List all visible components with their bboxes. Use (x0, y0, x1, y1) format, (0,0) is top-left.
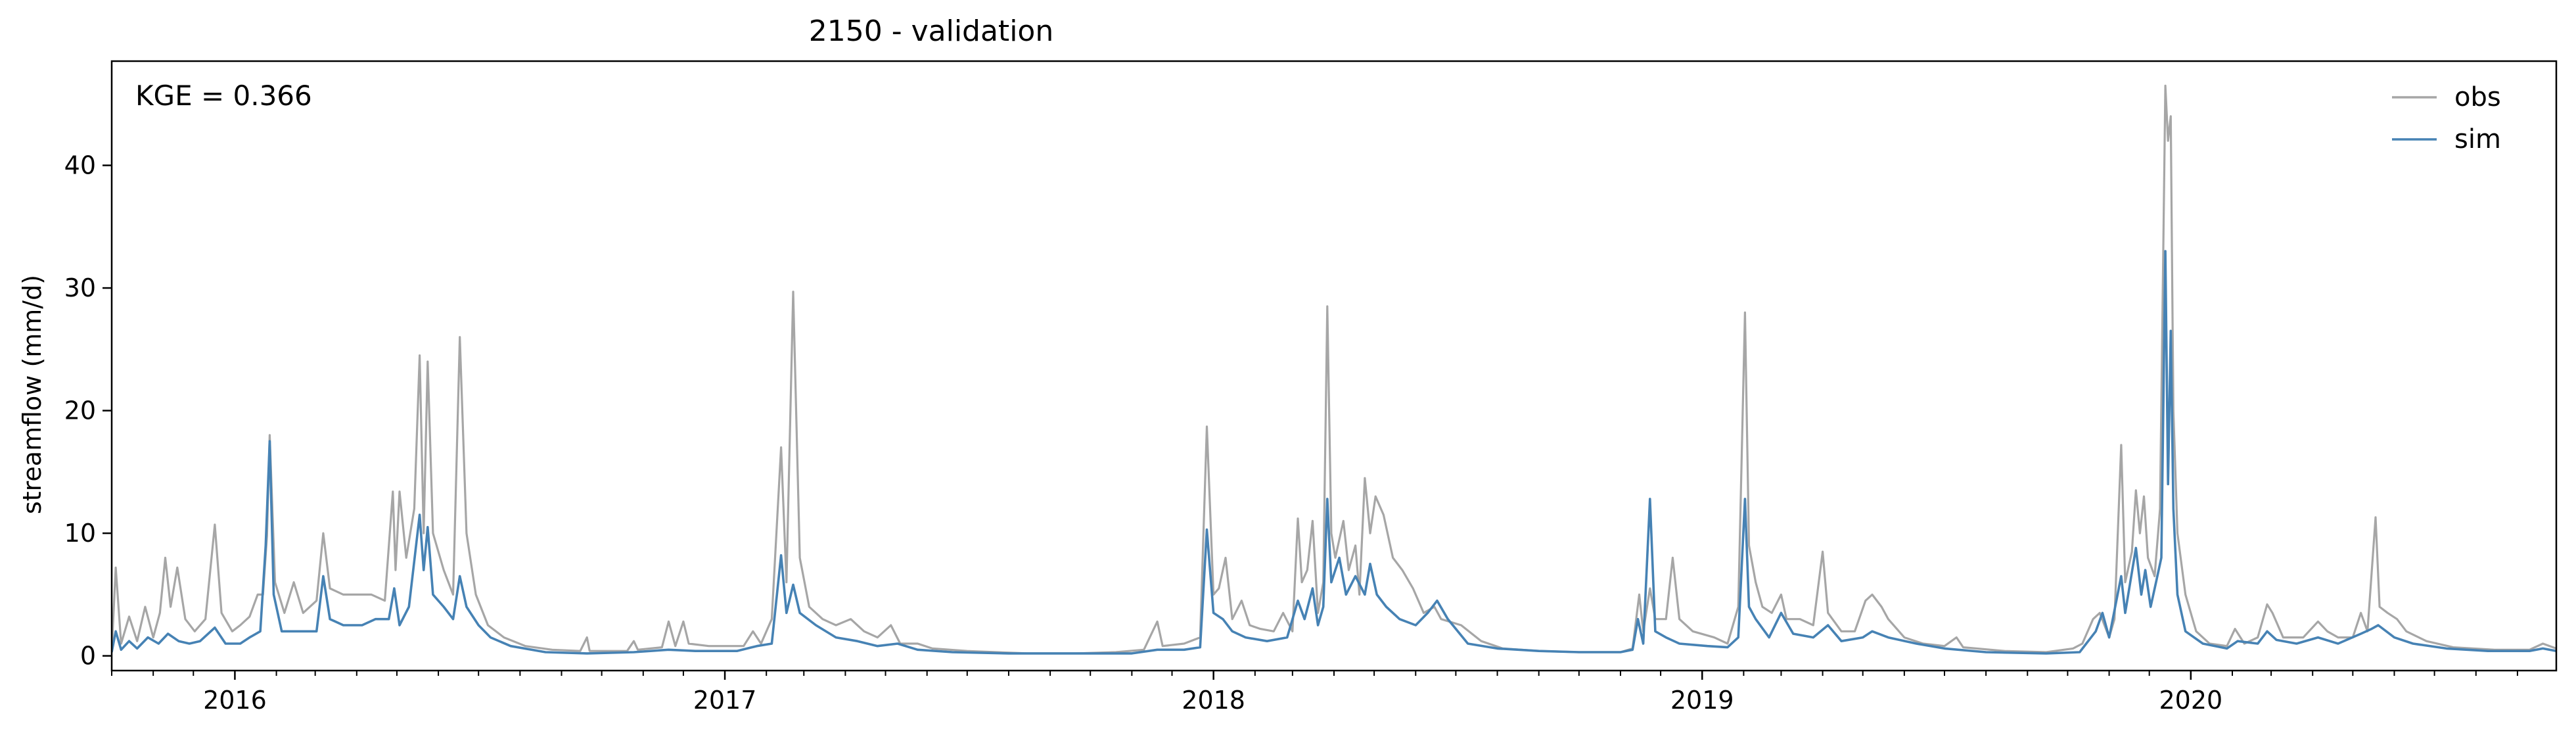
y-tick-label-20: 20 (64, 396, 96, 425)
series-line-sim (112, 250, 2556, 655)
x-tick-label-2016: 2016 (203, 686, 267, 715)
x-tick-label-2019: 2019 (1670, 686, 1734, 715)
legend: obs sim (2392, 82, 2501, 154)
y-tick-label-30: 30 (64, 273, 96, 302)
kge-annotation: KGE = 0.366 (135, 80, 312, 112)
chart-title: 2150 - validation (809, 14, 1053, 48)
x-axis: 2016 2017 2018 2019 2020 (203, 671, 2222, 715)
y-tick-label-40: 40 (64, 151, 96, 180)
x-tick-label-2018: 2018 (1182, 686, 1245, 715)
series-layer (112, 84, 2556, 655)
x-axis-minor-ticks (111, 671, 2518, 676)
y-tick-label-0: 0 (80, 642, 96, 671)
y-axis: 0 10 20 30 40 (64, 151, 112, 671)
legend-label-sim: sim (2454, 124, 2501, 154)
y-tick-label-10: 10 (64, 519, 96, 548)
plot-frame (110, 60, 2558, 672)
x-tick-label-2017: 2017 (693, 686, 757, 715)
legend-label-obs: obs (2454, 82, 2501, 112)
y-axis-label: streamflow (mm/d) (18, 275, 47, 514)
x-tick-label-2020: 2020 (2159, 686, 2222, 715)
